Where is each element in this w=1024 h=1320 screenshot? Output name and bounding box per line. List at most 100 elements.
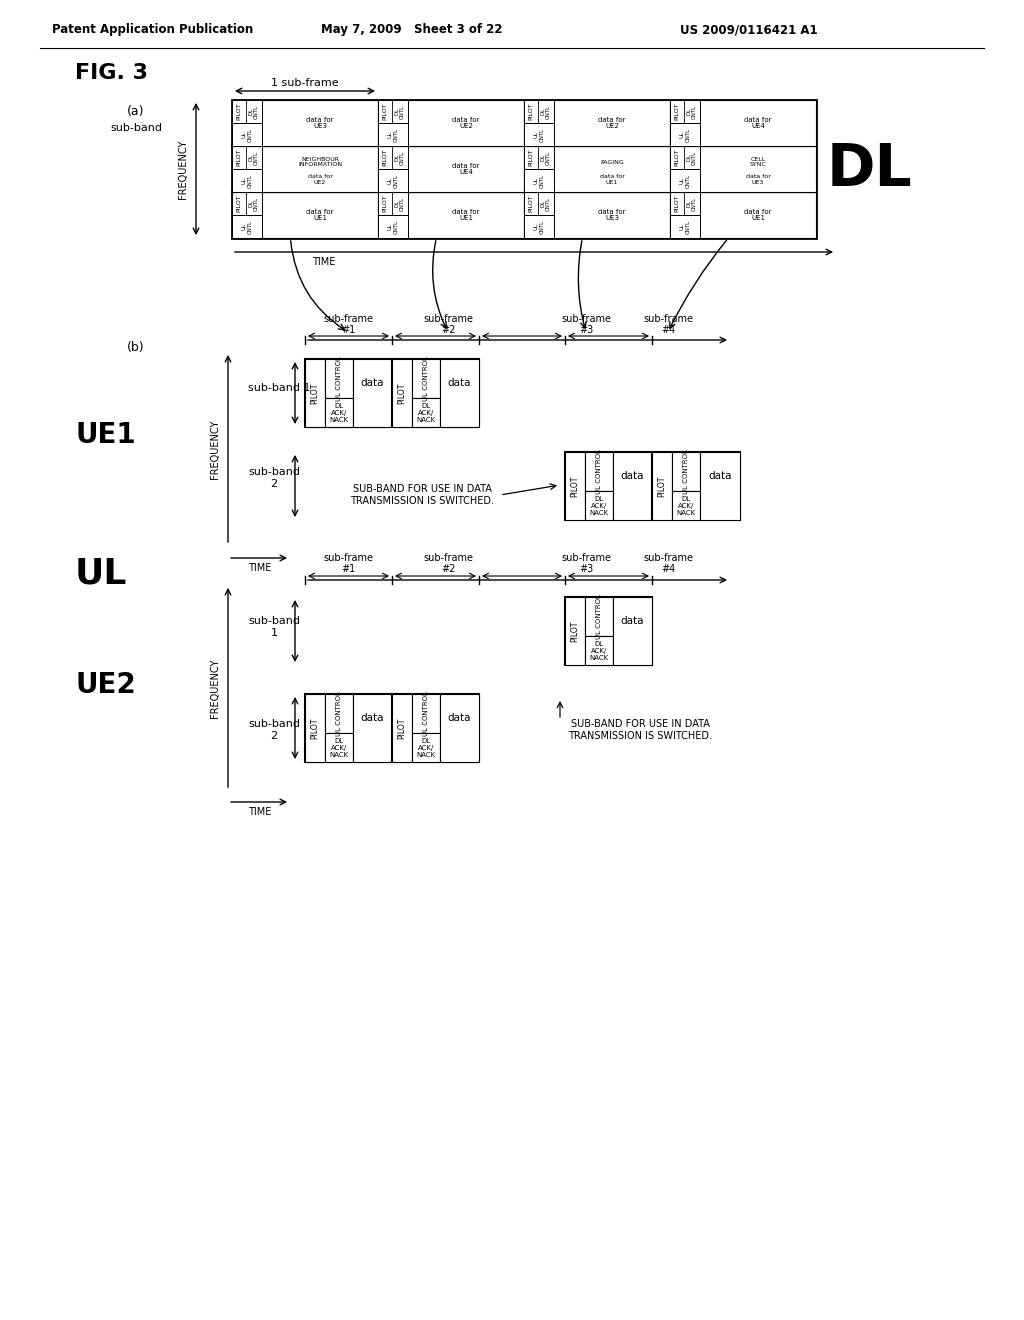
Text: data: data xyxy=(360,378,384,388)
Text: UL
CNTL: UL CNTL xyxy=(242,173,252,187)
Bar xyxy=(524,191,554,215)
Text: DL
CNTL: DL CNTL xyxy=(686,150,697,165)
Text: UL CONTROL: UL CONTROL xyxy=(336,692,342,737)
Bar xyxy=(670,191,816,238)
Text: PAGING: PAGING xyxy=(600,160,624,165)
Text: sub-frame: sub-frame xyxy=(323,553,373,564)
Text: #1: #1 xyxy=(341,325,355,335)
Text: UE1: UE1 xyxy=(75,421,135,449)
Bar xyxy=(378,169,408,191)
Text: DL
CNTL: DL CNTL xyxy=(394,104,406,119)
Text: sub-frame: sub-frame xyxy=(423,553,473,564)
Text: DL
ACK/
NACK: DL ACK/ NACK xyxy=(417,403,435,422)
Text: PILOT: PILOT xyxy=(397,717,407,739)
Bar xyxy=(700,451,740,520)
Text: sub-band
1: sub-band 1 xyxy=(248,616,300,638)
Text: #4: #4 xyxy=(660,325,675,335)
Text: UE2: UE2 xyxy=(75,671,136,700)
Bar xyxy=(232,123,262,147)
Text: DL
ACK/
NACK: DL ACK/ NACK xyxy=(417,738,435,758)
Bar xyxy=(565,451,652,520)
Text: PILOT: PILOT xyxy=(397,383,407,404)
Text: data for
UE1: data for UE1 xyxy=(306,209,334,222)
Bar xyxy=(305,694,325,762)
Text: #1: #1 xyxy=(341,564,355,574)
Bar xyxy=(670,100,700,123)
Bar xyxy=(378,100,524,147)
Bar xyxy=(672,491,700,520)
Text: PILOT: PILOT xyxy=(528,194,534,213)
Bar xyxy=(378,191,408,215)
Bar xyxy=(232,100,262,123)
Text: PILOT: PILOT xyxy=(528,103,534,120)
Bar xyxy=(305,694,392,762)
Text: UL
CNTL: UL CNTL xyxy=(680,128,690,141)
Text: sub-frame: sub-frame xyxy=(561,553,611,564)
Text: DL
CNTL: DL CNTL xyxy=(541,104,551,119)
Text: data: data xyxy=(621,471,644,480)
Text: data: data xyxy=(360,713,384,723)
Bar xyxy=(524,147,670,191)
Bar xyxy=(232,147,262,169)
Text: UL
CNTL: UL CNTL xyxy=(680,173,690,187)
Bar xyxy=(585,451,613,491)
Bar xyxy=(585,491,613,520)
Bar xyxy=(378,147,524,191)
Text: PILOT: PILOT xyxy=(310,383,319,404)
Bar xyxy=(670,147,816,191)
Text: DL
CNTL: DL CNTL xyxy=(248,104,259,119)
Text: sub-frame: sub-frame xyxy=(423,314,473,323)
Text: PILOT: PILOT xyxy=(382,149,387,166)
Text: PILOT: PILOT xyxy=(528,149,534,166)
Text: DL
CNTL: DL CNTL xyxy=(686,104,697,119)
Text: data for
UE1: data for UE1 xyxy=(453,209,480,222)
Text: DL
ACK/
NACK: DL ACK/ NACK xyxy=(590,640,608,661)
Text: DL
CNTL: DL CNTL xyxy=(541,197,551,211)
Text: data for
UE3: data for UE3 xyxy=(306,116,334,129)
Text: sub-band
2: sub-band 2 xyxy=(248,467,300,488)
Bar xyxy=(232,191,262,215)
Bar xyxy=(613,451,652,520)
Bar xyxy=(392,694,479,762)
Bar xyxy=(232,100,378,147)
Text: data: data xyxy=(447,713,471,723)
Bar xyxy=(524,123,554,147)
Bar xyxy=(670,100,816,147)
Text: data for
UE2: data for UE2 xyxy=(598,116,626,129)
Text: DL
CNTL: DL CNTL xyxy=(541,150,551,165)
Text: sub-band: sub-band xyxy=(110,123,162,133)
Text: PILOT: PILOT xyxy=(657,475,667,496)
Text: 1 sub-frame: 1 sub-frame xyxy=(271,78,339,88)
Bar xyxy=(524,191,670,238)
Text: UL CONTROL: UL CONTROL xyxy=(423,692,429,737)
Text: FIG. 3: FIG. 3 xyxy=(75,63,148,83)
Bar xyxy=(670,215,700,238)
Text: #4: #4 xyxy=(660,564,675,574)
Text: US 2009/0116421 A1: US 2009/0116421 A1 xyxy=(680,24,817,37)
Text: SUB-BAND FOR USE IN DATA
TRANSMISSION IS SWITCHED.: SUB-BAND FOR USE IN DATA TRANSMISSION IS… xyxy=(568,719,712,741)
Text: UL
CNTL: UL CNTL xyxy=(388,128,398,141)
Bar xyxy=(232,147,378,191)
Bar xyxy=(565,451,585,520)
Bar xyxy=(378,147,408,169)
Bar xyxy=(378,215,408,238)
Text: data for
UE4: data for UE4 xyxy=(744,116,772,129)
Text: UL CONTROL: UL CONTROL xyxy=(336,356,342,401)
Bar xyxy=(232,215,262,238)
Text: data for
UE2: data for UE2 xyxy=(453,116,480,129)
Text: sub-band 1: sub-band 1 xyxy=(248,383,310,393)
Text: UL CONTROL: UL CONTROL xyxy=(596,594,602,639)
Bar xyxy=(378,191,524,238)
Text: DL: DL xyxy=(827,140,912,198)
Text: PILOT: PILOT xyxy=(674,103,679,120)
Text: #2: #2 xyxy=(440,564,456,574)
Text: DL
CNTL: DL CNTL xyxy=(394,150,406,165)
Bar xyxy=(585,597,613,636)
Text: FREQUENCY: FREQUENCY xyxy=(178,140,188,199)
Text: (a): (a) xyxy=(127,106,144,119)
Bar xyxy=(652,451,672,520)
Bar xyxy=(392,359,412,426)
Bar xyxy=(305,359,392,426)
Text: UL
CNTL: UL CNTL xyxy=(534,173,545,187)
Text: UL CONTROL: UL CONTROL xyxy=(423,356,429,401)
